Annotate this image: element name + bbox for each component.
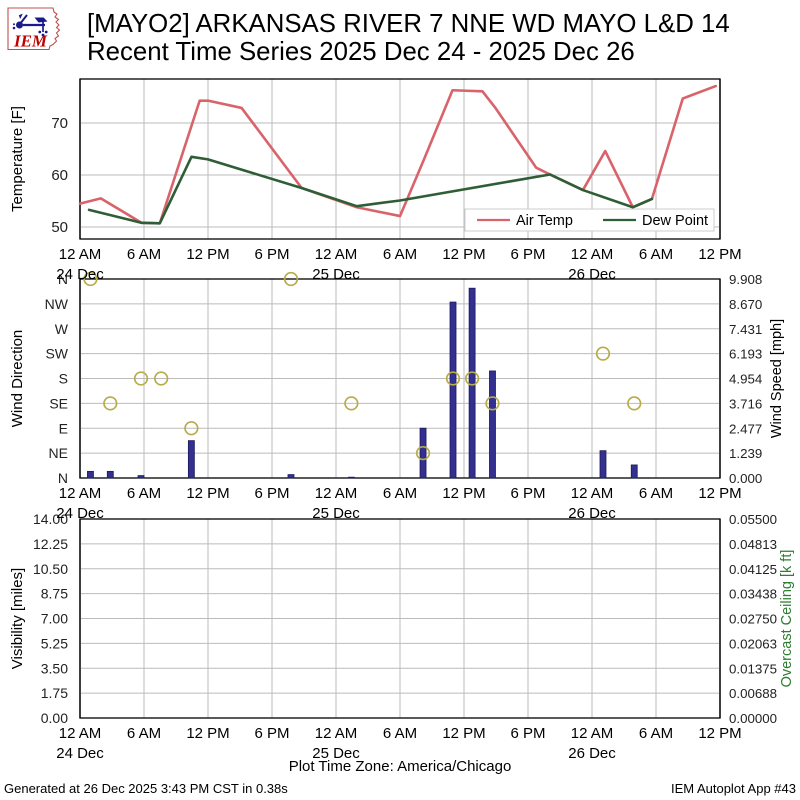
svg-text:5.25: 5.25 [41,635,68,651]
svg-text:0.03438: 0.03438 [729,587,777,602]
svg-text:12 AM: 12 AM [315,246,358,263]
svg-text:0.02063: 0.02063 [729,636,777,651]
svg-text:3.716: 3.716 [729,396,762,411]
svg-text:6 AM: 6 AM [639,725,673,742]
svg-text:4.954: 4.954 [729,372,762,387]
svg-text:25 Dec: 25 Dec [312,266,360,283]
svg-text:12 AM: 12 AM [315,485,358,502]
svg-text:1.239: 1.239 [729,446,762,461]
svg-text:12 PM: 12 PM [186,485,229,502]
svg-text:12 PM: 12 PM [186,246,229,263]
svg-text:Wind Direction: Wind Direction [9,330,26,428]
svg-text:0.000: 0.000 [729,471,762,486]
svg-text:6 PM: 6 PM [254,725,289,742]
svg-text:24 Dec: 24 Dec [56,745,104,762]
svg-text:9.908: 9.908 [729,272,762,287]
svg-text:6 AM: 6 AM [639,485,673,502]
svg-text:1.75: 1.75 [41,685,68,701]
svg-text:2.477: 2.477 [729,421,762,436]
svg-text:24 Dec: 24 Dec [56,505,104,522]
svg-text:6 AM: 6 AM [127,485,161,502]
svg-text:0.04813: 0.04813 [729,537,777,552]
svg-text:12 AM: 12 AM [571,485,614,502]
svg-text:0.05500: 0.05500 [729,512,777,527]
svg-text:8.75: 8.75 [41,586,68,602]
svg-text:0.00688: 0.00688 [729,686,777,701]
svg-text:6 PM: 6 PM [254,246,289,263]
svg-text:S: S [59,371,68,387]
svg-text:12 AM: 12 AM [59,725,102,742]
svg-text:12 AM: 12 AM [315,725,358,742]
svg-text:0.00: 0.00 [41,710,68,726]
svg-text:12 AM: 12 AM [571,725,614,742]
svg-text:0.04125: 0.04125 [729,562,777,577]
svg-text:12 PM: 12 PM [186,725,229,742]
svg-text:6 PM: 6 PM [510,485,545,502]
svg-text:3.50: 3.50 [41,660,68,676]
svg-text:10.50: 10.50 [33,561,68,577]
svg-text:12 PM: 12 PM [442,485,485,502]
svg-text:26 Dec: 26 Dec [568,266,616,283]
svg-text:N: N [58,470,68,486]
svg-text:0.02750: 0.02750 [729,612,777,627]
svg-text:NW: NW [45,296,69,312]
svg-text:Recent Time Series 2025 Dec 24: Recent Time Series 2025 Dec 24 - 2025 De… [87,38,635,66]
svg-text:6 AM: 6 AM [383,246,417,263]
svg-text:6 AM: 6 AM [383,485,417,502]
svg-text:E: E [59,420,68,436]
svg-text:6.193: 6.193 [729,347,762,362]
svg-text:0.01375: 0.01375 [729,661,777,676]
svg-text:12 PM: 12 PM [698,485,741,502]
svg-text:12.25: 12.25 [33,536,68,552]
svg-text:50: 50 [51,219,68,236]
svg-text:60: 60 [51,167,68,184]
svg-text:26 Dec: 26 Dec [568,745,616,762]
svg-text:12 PM: 12 PM [698,246,741,263]
svg-text:6 AM: 6 AM [383,725,417,742]
svg-text:12 AM: 12 AM [59,246,102,263]
svg-text:12 PM: 12 PM [442,246,485,263]
svg-text:12 AM: 12 AM [571,246,614,263]
svg-text:6 PM: 6 PM [254,485,289,502]
svg-text:12 PM: 12 PM [698,725,741,742]
svg-text:25 Dec: 25 Dec [312,505,360,522]
svg-text:Air Temp: Air Temp [516,213,573,229]
svg-text:8.670: 8.670 [729,297,762,312]
svg-text:Generated at 26 Dec 2025 3:43: Generated at 26 Dec 2025 3:43 PM CST in … [4,781,288,796]
svg-text:Wind Speed [mph]: Wind Speed [mph] [769,319,785,438]
svg-text:W: W [55,321,69,337]
svg-text:6 AM: 6 AM [127,725,161,742]
svg-text:6 PM: 6 PM [510,246,545,263]
svg-text:Visibility [miles]: Visibility [miles] [9,568,26,669]
svg-text:0.00000: 0.00000 [729,711,777,726]
svg-text:NE: NE [49,445,68,461]
svg-text:Plot Time Zone: America/Chicag: Plot Time Zone: America/Chicago [289,758,512,775]
svg-text:12 PM: 12 PM [442,725,485,742]
svg-text:24 Dec: 24 Dec [56,266,104,283]
svg-text:IEM Autoplot App #43: IEM Autoplot App #43 [671,781,796,796]
svg-text:6 PM: 6 PM [510,725,545,742]
svg-text:[MAYO2] ARKANSAS RIVER 7 NNE W: [MAYO2] ARKANSAS RIVER 7 NNE WD MAYO L&D… [87,10,730,38]
svg-text:70: 70 [51,115,68,132]
svg-text:7.431: 7.431 [729,322,762,337]
svg-text:SE: SE [49,395,68,411]
svg-text:Temperature [F]: Temperature [F] [9,106,26,212]
svg-text:SW: SW [45,346,68,362]
svg-text:12 AM: 12 AM [59,485,102,502]
svg-text:Overcast Ceiling [k ft]: Overcast Ceiling [k ft] [779,550,795,688]
svg-text:6 AM: 6 AM [639,246,673,263]
svg-text:7.00: 7.00 [41,611,68,627]
svg-text:6 AM: 6 AM [127,246,161,263]
svg-text:26 Dec: 26 Dec [568,505,616,522]
svg-text:Dew Point: Dew Point [642,213,708,229]
